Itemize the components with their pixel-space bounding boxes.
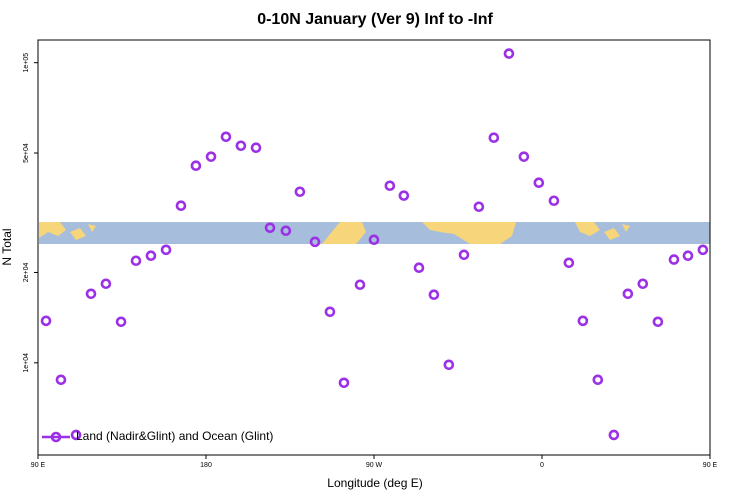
data-point xyxy=(160,244,172,256)
data-point xyxy=(205,151,217,162)
data-point xyxy=(458,249,470,261)
data-point xyxy=(280,225,292,237)
x-tick-label: 90 E xyxy=(31,462,46,469)
data-point xyxy=(398,190,410,201)
data-point xyxy=(130,255,142,267)
data-point xyxy=(145,250,157,262)
x-tick-label: 90 W xyxy=(366,462,383,469)
data-point xyxy=(488,132,500,144)
data-point xyxy=(294,186,306,198)
data-point xyxy=(100,278,112,290)
y-tick-label: 1e+04 xyxy=(23,353,30,373)
data-point xyxy=(250,142,262,154)
y-tick-label: 1e+05 xyxy=(23,53,30,73)
data-point xyxy=(175,200,187,211)
data-point xyxy=(428,289,440,301)
data-point xyxy=(668,254,680,265)
y-tick-label: 2e+04 xyxy=(23,263,30,283)
data-point xyxy=(309,236,321,248)
y-axis-label: N Total xyxy=(0,228,14,265)
data-point xyxy=(697,244,709,256)
data-point xyxy=(40,315,52,327)
chart-title: 0-10N January (Ver 9) Inf to -Inf xyxy=(257,11,493,28)
data-point xyxy=(70,429,82,441)
data-point xyxy=(354,279,366,291)
legend-label: Land (Nadir&Glint) and Ocean (Glint) xyxy=(76,429,273,443)
data-point xyxy=(608,429,620,441)
data-point xyxy=(652,316,664,328)
data-point xyxy=(682,250,694,262)
data-point xyxy=(622,288,634,300)
data-point xyxy=(235,140,247,152)
data-point xyxy=(220,131,232,143)
x-axis-label: Longitude (deg E) xyxy=(327,476,422,490)
data-point xyxy=(190,160,202,171)
data-point xyxy=(637,278,649,290)
x-tick-label: 180 xyxy=(200,462,212,469)
data-point xyxy=(443,359,455,371)
data-point xyxy=(473,201,485,213)
data-point xyxy=(384,180,396,192)
data-point xyxy=(55,374,67,386)
x-tick-label: 0 xyxy=(540,462,544,469)
data-point xyxy=(503,48,515,59)
data-point xyxy=(563,257,575,269)
plot-frame xyxy=(37,39,711,456)
x-tick-label: 90 E xyxy=(703,462,718,469)
data-point xyxy=(413,262,425,274)
legend-marker xyxy=(50,431,62,443)
data-point xyxy=(533,177,545,189)
data-point xyxy=(592,374,604,386)
data-point xyxy=(264,222,276,234)
data-point xyxy=(115,316,127,328)
data-point xyxy=(368,234,380,246)
data-point xyxy=(548,195,560,207)
data-point xyxy=(324,306,336,318)
data-point xyxy=(85,288,97,300)
data-point xyxy=(338,377,350,389)
y-tick-label: 5e+04 xyxy=(23,143,30,163)
data-point xyxy=(577,315,589,327)
data-point xyxy=(518,151,530,162)
map-band xyxy=(39,222,710,244)
